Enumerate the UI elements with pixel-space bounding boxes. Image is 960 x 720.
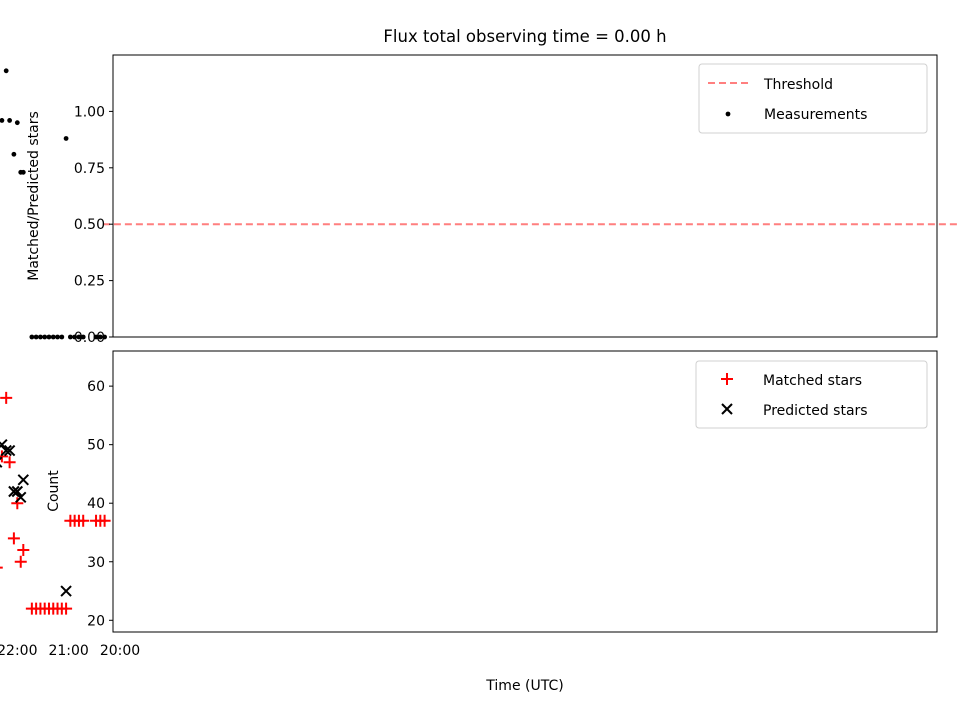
predicted-star-point bbox=[60, 585, 72, 597]
legend-measurements-label: Measurements bbox=[764, 107, 867, 123]
y-tick-label: 20 bbox=[87, 613, 105, 629]
y-tick-label: 0.50 bbox=[74, 217, 105, 233]
matched-star-point bbox=[17, 544, 30, 557]
y-tick-label: 1.00 bbox=[74, 104, 105, 120]
y-tick-label: 30 bbox=[87, 555, 105, 571]
top-legend: Threshold Measurements bbox=[698, 63, 928, 134]
predicted-star-point bbox=[17, 474, 30, 486]
predicted-star-point bbox=[3, 444, 16, 457]
measurement-point bbox=[3, 68, 9, 74]
predicted-star-point bbox=[0, 438, 8, 451]
measurement-point bbox=[55, 334, 60, 340]
matched-star-point bbox=[25, 602, 38, 615]
measurement-point bbox=[38, 334, 43, 340]
matched-star-point bbox=[64, 514, 77, 527]
predicted-star-point bbox=[0, 456, 3, 468]
measurement-point bbox=[59, 334, 65, 340]
matched-star-point bbox=[90, 514, 103, 527]
measurement-point bbox=[0, 118, 5, 123]
bottom-y-axis-label: Count bbox=[46, 470, 62, 512]
legend-threshold-label: Threshold bbox=[763, 77, 833, 93]
y-tick-label: 50 bbox=[87, 438, 105, 454]
measurement-point bbox=[29, 334, 35, 340]
matched-star-point bbox=[0, 391, 13, 404]
measurement-point bbox=[63, 136, 69, 141]
measurement-point bbox=[11, 151, 17, 157]
y-tick-label: 40 bbox=[87, 496, 105, 512]
legend-predicted-label: Predicted stars bbox=[763, 403, 868, 419]
bottom-y-ticks: 20 30 40 50 60 bbox=[87, 379, 113, 629]
y-tick-label: 0.00 bbox=[74, 330, 105, 346]
y-tick-label: 0.75 bbox=[74, 161, 105, 177]
predicted-star-point bbox=[0, 444, 12, 457]
top-plot-points bbox=[0, 68, 107, 340]
y-tick-label: 0.25 bbox=[74, 274, 105, 290]
measurement-point bbox=[46, 334, 52, 340]
x-tick-label: 21:00 bbox=[48, 643, 88, 659]
measurement-point bbox=[14, 120, 20, 126]
legend-predicted-swatch bbox=[721, 403, 733, 415]
legend-measurements-swatch bbox=[725, 111, 731, 117]
y-tick-label: 60 bbox=[87, 379, 105, 395]
bottom-plot-frame bbox=[112, 350, 938, 633]
measurement-point bbox=[18, 169, 24, 175]
measurement-point bbox=[7, 118, 13, 123]
legend-matched-label: Matched stars bbox=[763, 373, 862, 389]
predicted-star-point bbox=[11, 485, 24, 498]
top-plot-frame bbox=[112, 54, 938, 338]
measurement-point bbox=[67, 334, 73, 340]
matched-star-point bbox=[0, 450, 8, 463]
x-axis-label: Time (UTC) bbox=[485, 678, 563, 694]
top-panel: 0.00 0.25 0.50 0.75 1.00 Matched/Predicted s… bbox=[0, 54, 960, 346]
x-tick-label: 20:00 bbox=[100, 643, 140, 659]
matched-star-point bbox=[3, 456, 16, 469]
measurement-point bbox=[93, 334, 99, 340]
measurement-point bbox=[76, 334, 82, 340]
measurement-point bbox=[42, 334, 48, 340]
top-y-ticks: 0.00 0.25 0.50 0.75 1.00 bbox=[74, 104, 113, 346]
x-tick-label: 22:00 bbox=[0, 643, 37, 659]
measurement-point bbox=[72, 334, 78, 340]
matched-star-point bbox=[7, 532, 20, 545]
bottom-legend: Matched stars Predicted stars bbox=[695, 360, 928, 429]
measurement-point bbox=[33, 334, 39, 340]
matched-stars-points bbox=[0, 391, 111, 615]
predicted-stars-points bbox=[0, 438, 72, 597]
matched-star-point bbox=[0, 566, 3, 569]
top-chart-title: Flux total observing time = 0.00 h bbox=[383, 27, 666, 46]
measurement-point bbox=[80, 334, 86, 340]
predicted-star-point bbox=[8, 485, 20, 498]
matched-star-point bbox=[14, 555, 27, 568]
measurement-point bbox=[102, 334, 107, 340]
measurement-point bbox=[97, 334, 103, 340]
matched-star-point bbox=[11, 497, 24, 510]
legend-matched-swatch bbox=[721, 373, 733, 385]
measurement-point bbox=[50, 334, 56, 340]
top-y-axis-label: Matched/Predicted stars bbox=[26, 111, 42, 281]
